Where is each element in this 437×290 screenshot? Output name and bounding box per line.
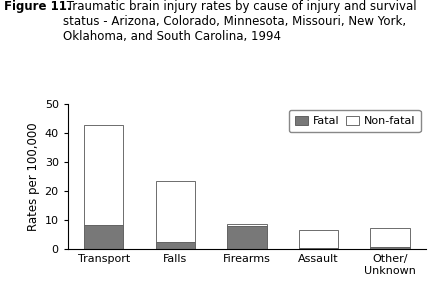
Bar: [227, 226, 267, 249]
Text: Figure 11.: Figure 11.: [4, 0, 72, 13]
Bar: [156, 181, 195, 242]
Bar: [84, 225, 123, 249]
Bar: [371, 247, 410, 249]
Bar: [299, 248, 338, 249]
Bar: [84, 125, 123, 225]
Legend: Fatal, Non-fatal: Fatal, Non-fatal: [289, 110, 420, 132]
Text: Traumatic brain injury rates by cause of injury and survival
status - Arizona, C: Traumatic brain injury rates by cause of…: [63, 0, 417, 43]
Bar: [227, 224, 267, 226]
Y-axis label: Rates per 100,000: Rates per 100,000: [28, 123, 40, 231]
Bar: [371, 228, 410, 247]
Bar: [156, 242, 195, 249]
Bar: [299, 230, 338, 248]
